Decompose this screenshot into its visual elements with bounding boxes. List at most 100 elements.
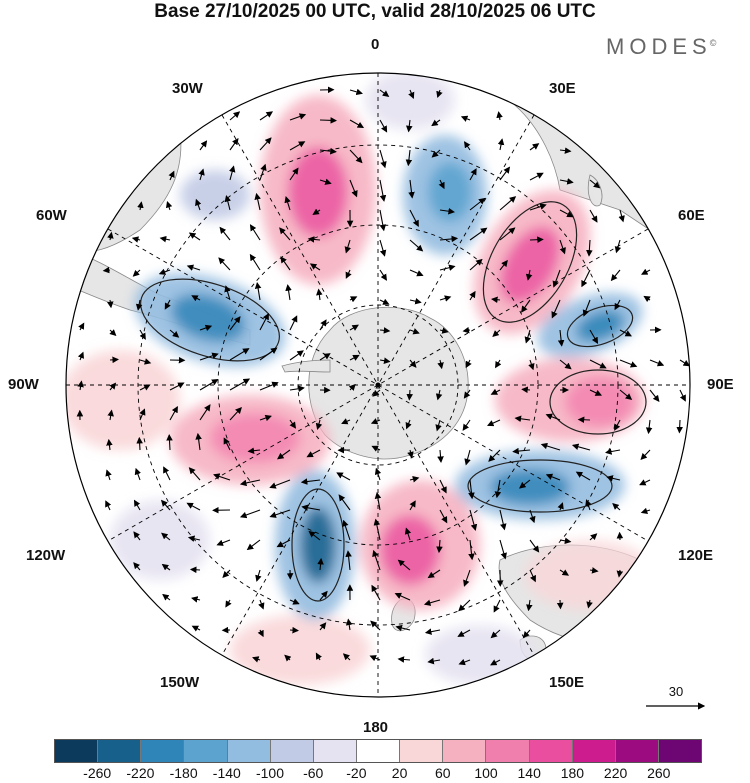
wind-vector-arrow — [372, 549, 381, 571]
wind-vector-arrow — [289, 167, 299, 181]
wind-vector-arrow — [224, 195, 231, 211]
wind-vector-arrow — [345, 269, 352, 279]
wind-vector-arrow — [519, 479, 531, 489]
contour — [291, 488, 345, 602]
colorbar-tick-label: -100 — [255, 765, 285, 781]
wind-vector-arrow — [349, 149, 363, 164]
wind-vector-arrow — [137, 201, 144, 211]
wind-vector-arrow — [191, 625, 201, 632]
negative-anomaly — [300, 507, 336, 583]
wind-vector-arrow — [78, 322, 85, 331]
wind-vector-arrow — [280, 256, 291, 271]
wind-vector-arrow — [557, 502, 564, 511]
wind-vector-arrow — [439, 509, 448, 524]
wind-vector-arrow — [612, 502, 621, 511]
colorbar-segment — [529, 740, 573, 762]
wind-vector-arrow — [640, 507, 651, 515]
wind-vector-arrow — [285, 284, 292, 301]
wind-vector-arrow — [404, 527, 412, 541]
colorbar-tick-labels: -260 -220 -180 -140 -100 -60 -20 20 60 100 140 180 2… — [0, 765, 750, 783]
wind-vector-arrow — [107, 409, 114, 421]
wind-vector-arrow — [619, 359, 638, 368]
wind-vector-arrow — [188, 467, 201, 481]
wind-vector-arrow — [345, 618, 353, 631]
wind-vector-arrow — [308, 530, 321, 541]
wind-vector-arrow — [499, 539, 507, 560]
wind-vector-arrow — [641, 268, 651, 275]
wind-vector-arrow — [319, 117, 338, 124]
wind-vector-arrow — [469, 258, 483, 271]
wind-vector-arrow — [259, 381, 279, 391]
wind-vector-arrow — [139, 408, 146, 421]
wind-vector-arrow — [345, 550, 352, 571]
wind-vector-arrow — [102, 266, 111, 274]
wind-vector-arrow — [423, 599, 441, 606]
wind-vector-arrow — [342, 653, 351, 661]
wind-vector-arrow — [491, 296, 501, 304]
wind-vector-arrow — [618, 209, 625, 223]
wind-vector-arrow — [439, 295, 452, 302]
wind-vector-arrow — [427, 569, 441, 579]
wind-vector-arrow — [306, 449, 321, 458]
wind-vector-arrow — [249, 224, 261, 241]
wind-vector-arrow — [409, 239, 424, 252]
antarctic-peninsula — [281, 359, 331, 373]
lon-label-120e: 120E — [678, 547, 714, 564]
wind-vector-arrow — [159, 235, 171, 243]
wind-vector-arrow — [259, 111, 274, 121]
wind-vector-arrow — [408, 179, 415, 199]
wind-vector-arrow — [379, 357, 391, 364]
wind-vector-arrow — [486, 419, 501, 427]
wind-vector-arrow — [342, 519, 351, 541]
wind-vector-arrow — [559, 569, 570, 576]
wind-vector-arrow — [109, 382, 117, 391]
wind-vector-arrow — [605, 448, 621, 455]
wind-vector-arrow — [160, 499, 171, 511]
wind-vector-arrow — [289, 419, 297, 429]
wind-vector-arrow — [319, 353, 331, 361]
wind-vector-arrow — [191, 596, 201, 603]
wind-vector-arrow — [405, 419, 412, 430]
wind-vector-arrow — [458, 599, 471, 612]
wind-vector-arrow — [589, 209, 598, 223]
wind-vector-arrow — [134, 467, 141, 481]
wind-vector-arrow — [369, 655, 381, 662]
wind-vector-arrow — [551, 299, 561, 319]
wind-vector-arrow — [529, 143, 540, 151]
wind-vector-arrow — [457, 629, 471, 637]
lon-label-120w: 120W — [26, 547, 66, 564]
wind-vector-arrow — [289, 350, 304, 361]
wind-vector-arrow — [188, 232, 201, 241]
wind-vector-arrow — [679, 359, 690, 367]
wind-vector-arrow — [495, 359, 502, 369]
wind-vector-arrow — [409, 269, 424, 277]
wind-vector-arrow — [169, 405, 178, 421]
wind-vector-arrow — [439, 264, 456, 271]
wind-vector-arrow — [397, 559, 411, 571]
wind-vector-arrow — [300, 478, 321, 485]
wind-vector-arrow — [225, 599, 232, 608]
colorbar-tick-label: 60 — [435, 765, 451, 781]
wind-vector-arrow — [277, 449, 291, 460]
wind-vector-arrow — [606, 475, 621, 482]
wind-vector-arrow — [373, 518, 381, 541]
colorbar-segment — [658, 740, 702, 762]
wind-vector-arrow — [216, 539, 231, 546]
wind-vector-arrow — [189, 566, 201, 574]
wind-vector-arrow — [187, 535, 201, 542]
colorbar-tick-label: 220 — [603, 765, 628, 781]
antarctica — [308, 306, 469, 460]
wind-vector-arrow — [379, 89, 390, 97]
lon-label-60e: 60E — [678, 207, 705, 224]
wind-vector-arrow — [409, 359, 417, 368]
wind-vector-arrow — [319, 319, 327, 331]
wind-vector-arrow — [408, 89, 415, 100]
wind-vector-arrow — [379, 327, 391, 334]
contour-lines — [140, 201, 647, 602]
wind-vector-arrow — [614, 239, 622, 254]
wind-vector-arrow — [228, 165, 236, 181]
wind-vector-arrow — [164, 299, 171, 310]
wind-vector-arrow — [106, 438, 113, 451]
wind-vector-arrow — [521, 386, 531, 394]
wind-vector-arrow — [344, 239, 351, 254]
